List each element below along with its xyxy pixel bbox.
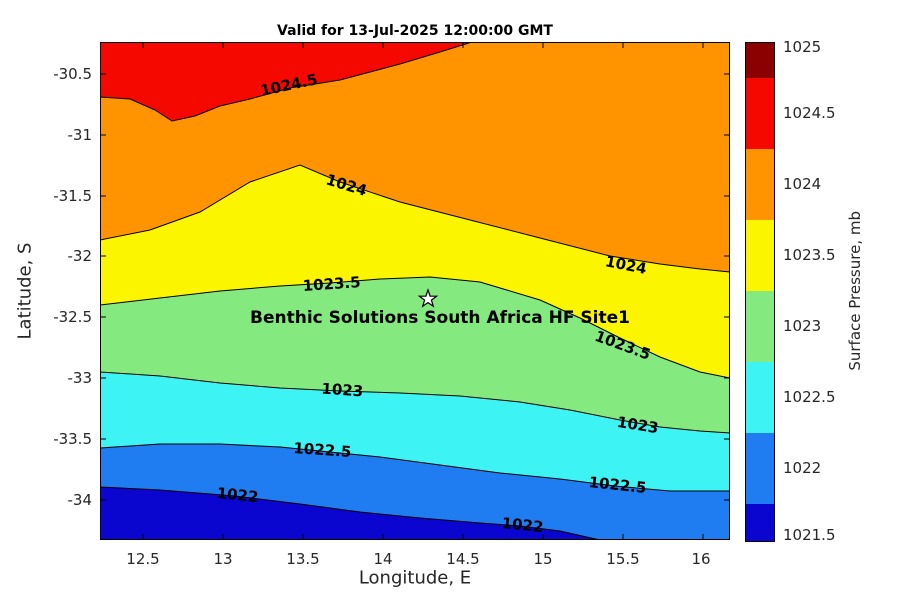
y-tick-label: -34	[67, 491, 93, 509]
y-tick-label: -32.5	[53, 308, 92, 326]
contour-line-1022p5	[99, 443, 730, 492]
y-tick-label: -33	[67, 369, 93, 387]
band-above-1024p5	[100, 42, 472, 121]
y-tick-label: -31.5	[53, 187, 92, 205]
y-tick-label: -32	[67, 247, 93, 265]
contour-line-1024	[99, 164, 731, 273]
y-tick-label: -33.5	[53, 430, 92, 448]
colorbar-segment-yellow	[746, 220, 774, 291]
contour-label: 1022	[216, 484, 259, 506]
x-tick-label: 15	[533, 550, 553, 568]
y-tick-label: -31	[67, 126, 93, 144]
plot-frame	[100, 42, 730, 540]
x-tick-label: 15.5	[606, 550, 640, 568]
colorbar-tick-label: 1024.5	[783, 104, 836, 122]
contour-label: 1022	[501, 514, 544, 536]
x-tick-label: 14	[373, 550, 393, 568]
x-tick-label: 13	[213, 550, 233, 568]
colorbar-segment-darkblue	[746, 504, 774, 541]
colorbar-segment-darkred	[746, 43, 774, 78]
axis-ticks	[100, 42, 730, 540]
colorbar-tick-label: 1025	[783, 38, 822, 56]
colorbar-tick-label: 1021.5	[783, 526, 836, 544]
x-tick-label: 13.5	[286, 550, 320, 568]
colorbar-segment-cyan	[746, 362, 774, 433]
colorbar-segment-blue	[746, 433, 774, 504]
contour-line-1024p5	[99, 41, 473, 122]
colorbar-segment-orange	[746, 149, 774, 220]
band-below-1022	[100, 487, 600, 540]
colorbar-tick-label: 1022	[783, 459, 822, 477]
colorbar-axis-label-wrap: Surface Pressure, mb	[846, 42, 864, 540]
contour-line-1022	[99, 486, 601, 541]
contour-label: 1022.5	[588, 473, 647, 497]
colorbar-tick-label: 1023.5	[783, 246, 836, 264]
y-tick-label: -30.5	[53, 65, 92, 83]
contour-label: 1022.5	[293, 439, 352, 461]
colorbar-tick-label: 1022.5	[783, 388, 836, 406]
x-tick-label: 14.5	[446, 550, 480, 568]
contour-label: 1023.5	[302, 273, 361, 295]
colorbar-axis-label: Surface Pressure, mb	[846, 211, 864, 371]
colorbar-segment-red	[746, 78, 774, 149]
site-star-marker	[417, 288, 439, 308]
colorbar-tick-label: 1024	[783, 175, 822, 193]
colorbar	[745, 42, 775, 542]
contour-plot-area: 1024.5 1024 1024 1023.5 1023.5 1023 1023…	[99, 41, 731, 541]
x-tick-label: 12.5	[126, 550, 160, 568]
colorbar-segment-green	[746, 291, 774, 362]
contour-plot-svg: 1024.5 1024 1024 1023.5 1023.5 1023 1023…	[99, 41, 731, 541]
contour-line-1023p5	[99, 276, 731, 379]
contour-line-1023	[99, 371, 731, 434]
plot-title: Valid for 13-Jul-2025 12:00:00 GMT	[277, 23, 553, 39]
x-axis-label: Longitude, E	[358, 567, 472, 589]
colorbar-tick-label: 1023	[783, 317, 822, 335]
x-tick-label: 16	[691, 550, 711, 568]
site-label: Benthic Solutions South Africa HF Site1	[250, 308, 630, 328]
contour-lines	[99, 41, 731, 541]
contour-label: 1023	[321, 380, 364, 401]
